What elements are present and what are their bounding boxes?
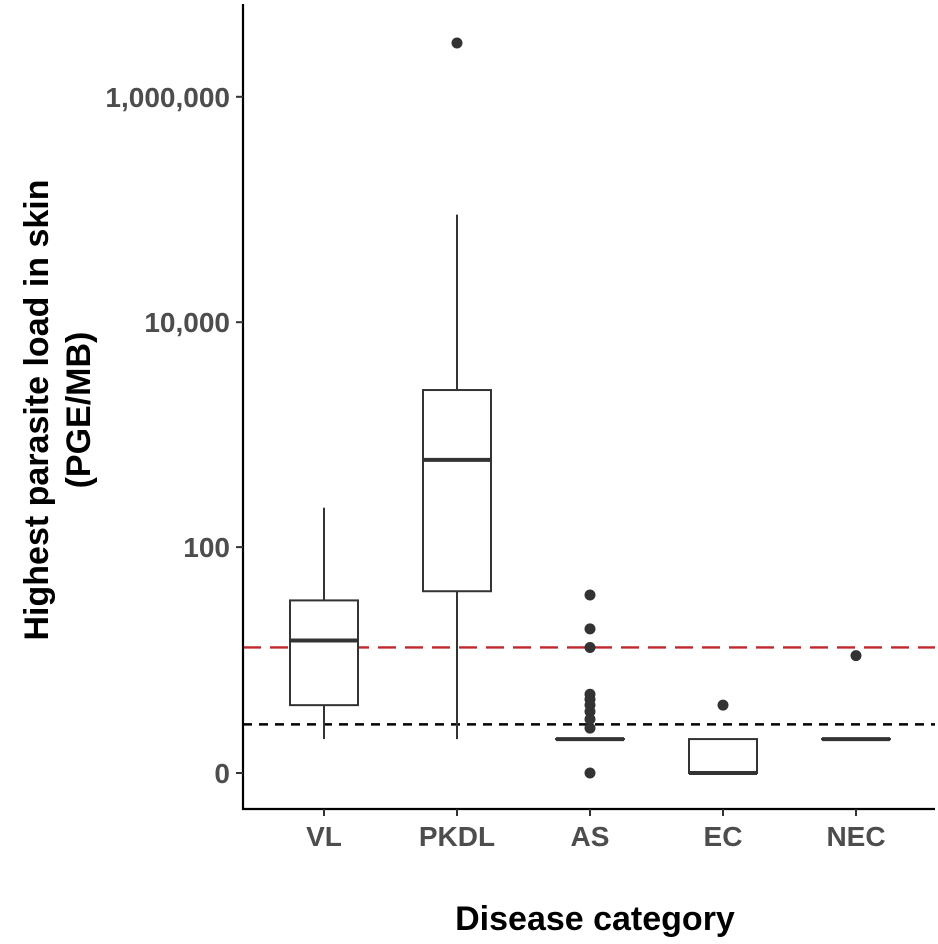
outlier-point bbox=[584, 589, 596, 601]
x-tick-label-as: AS bbox=[571, 821, 610, 852]
outlier-point bbox=[451, 37, 463, 49]
box-ec bbox=[688, 699, 758, 775]
outlier-point bbox=[584, 767, 596, 779]
outlier-point bbox=[717, 699, 729, 711]
x-tick-label-pkdl: PKDL bbox=[419, 821, 495, 852]
y-tick-label: 10,000 bbox=[144, 307, 230, 338]
y-tick-label: 0 bbox=[214, 758, 230, 789]
outlier-point bbox=[584, 623, 596, 635]
outlier-point bbox=[584, 641, 596, 653]
axes bbox=[241, 4, 935, 811]
outlier-point bbox=[584, 713, 596, 725]
outlier-point bbox=[584, 688, 596, 700]
y-axis-title-line1: Highest parasite load in skin bbox=[18, 179, 56, 640]
box-vl bbox=[289, 507, 359, 740]
x-ticks: VL PKDL AS EC NEC bbox=[306, 809, 886, 852]
x-tick-label-vl: VL bbox=[306, 821, 342, 852]
box-plot-series bbox=[289, 37, 891, 779]
y-tick-label: 1,000,000 bbox=[105, 82, 230, 113]
x-tick-label-ec: EC bbox=[704, 821, 743, 852]
outlier-point bbox=[584, 722, 596, 734]
y-ticks: 0 100 10,000 1,000,000 bbox=[105, 82, 243, 789]
box-nec bbox=[821, 650, 891, 742]
y-tick-label: 100 bbox=[183, 532, 230, 563]
x-tick-label-nec: NEC bbox=[826, 821, 885, 852]
box-iqr bbox=[422, 389, 492, 593]
x-axis-title: Disease category bbox=[455, 900, 735, 938]
outlier-point bbox=[850, 650, 862, 662]
box-iqr bbox=[688, 738, 758, 774]
box-iqr bbox=[289, 599, 359, 707]
box-as bbox=[555, 589, 625, 779]
y-axis-title-line2: (PGE/MB) bbox=[60, 332, 98, 489]
box-pkdl bbox=[422, 37, 492, 740]
